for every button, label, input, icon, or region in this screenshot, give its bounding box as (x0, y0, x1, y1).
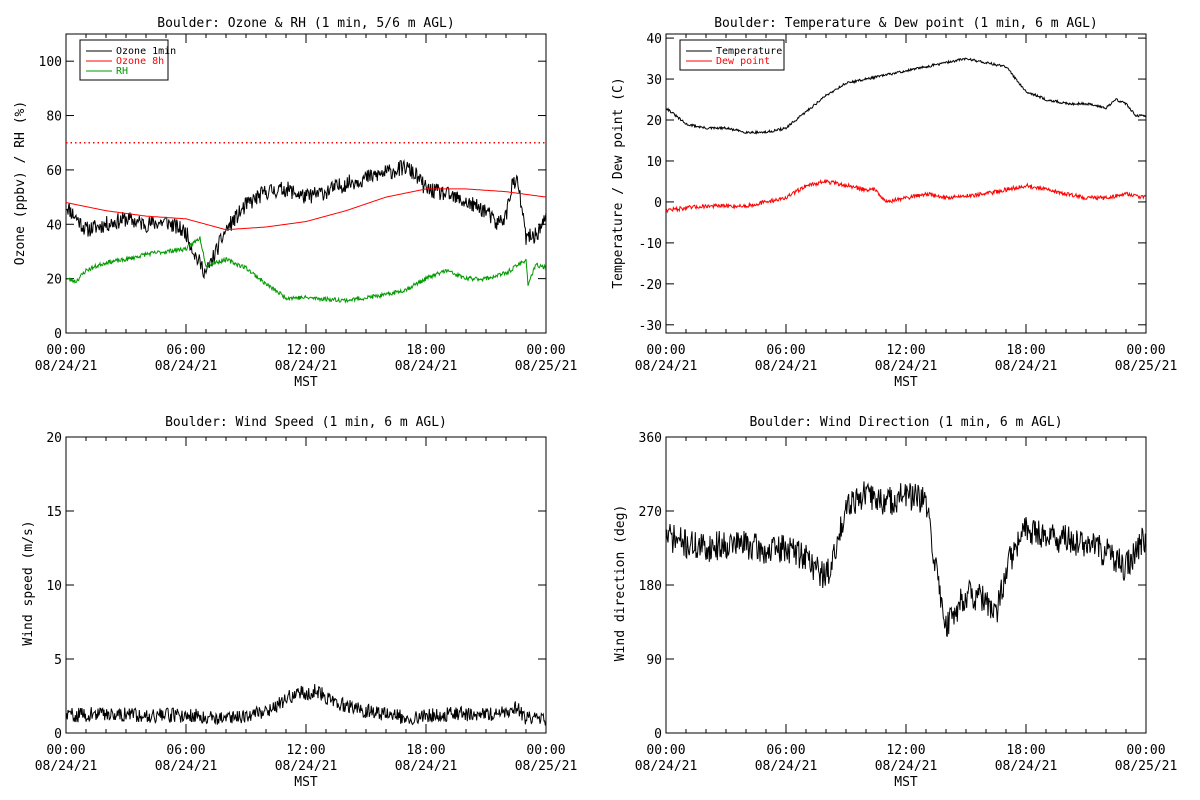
y-tick-label: 90 (646, 653, 662, 668)
legend-box (79, 39, 169, 81)
y-tick-label: -30 (639, 319, 662, 334)
x-tick-time: 00:00 (646, 743, 685, 758)
y-tick-label: 20 (46, 431, 62, 446)
x-tick-date: 08/24/21 (755, 359, 818, 374)
y-tick-label: 360 (639, 431, 662, 446)
chart-panel-wspd: Boulder: Wind Speed (1 min, 6 m AGL) Win… (21, 415, 577, 790)
y-tick-label: -20 (639, 278, 662, 293)
y-tick-label: 10 (646, 155, 662, 170)
x-tick-time: 00:00 (46, 343, 85, 358)
x-tick-date: 08/24/21 (275, 759, 338, 774)
legend-label: Dew point (716, 56, 770, 67)
x-tick-time: 12:00 (286, 743, 325, 758)
legend-label: Ozone 1min (116, 46, 176, 57)
y-tick-label: 100 (39, 55, 62, 70)
x-tick-date: 08/24/21 (35, 759, 98, 774)
legend-label: RH (116, 66, 128, 77)
x-tick-time: 12:00 (886, 743, 925, 758)
x-axis-label: MST (294, 775, 318, 790)
chart-panel-wdir: Boulder: Wind Direction (1 min, 6 m AGL)… (613, 415, 1177, 790)
x-tick-time: 18:00 (406, 343, 445, 358)
x-tick-time: 18:00 (1006, 343, 1045, 358)
x-tick-date: 08/24/21 (875, 759, 938, 774)
x-tick-date: 08/24/21 (755, 759, 818, 774)
y-tick-label: 40 (46, 218, 62, 233)
x-tick-time: 00:00 (46, 743, 85, 758)
x-tick-date: 08/24/21 (875, 359, 938, 374)
y-tick-label: 270 (639, 505, 662, 520)
y-axis-label: Wind direction (deg) (613, 505, 628, 662)
x-tick-time: 00:00 (646, 343, 685, 358)
x-tick-date: 08/24/21 (155, 759, 218, 774)
x-tick-time: 06:00 (766, 743, 805, 758)
y-tick-label: -10 (639, 237, 662, 252)
x-tick-date: 08/25/21 (1115, 359, 1178, 374)
y-tick-label: 0 (54, 727, 62, 742)
chart-title: Boulder: Wind Direction (1 min, 6 m AGL) (749, 415, 1062, 430)
series-line-temperature (666, 57, 1146, 135)
legend-box (679, 39, 785, 71)
y-tick-label: 40 (646, 32, 662, 47)
series-line (666, 481, 1146, 637)
legend: Ozone 1min Ozone 8h RH (79, 39, 176, 81)
x-tick-date: 08/24/21 (635, 759, 698, 774)
y-tick-label: 80 (46, 110, 62, 125)
x-tick-date: 08/24/21 (995, 359, 1058, 374)
chart-title: Boulder: Wind Speed (1 min, 6 m AGL) (165, 415, 447, 430)
legend: Temperature Dew point (679, 39, 785, 71)
series-line-dew-point (666, 178, 1146, 214)
chart-title: Boulder: Temperature & Dew point (1 min,… (714, 16, 1098, 31)
x-tick-time: 06:00 (166, 343, 205, 358)
y-tick-label: 20 (646, 114, 662, 129)
x-tick-time: 00:00 (526, 343, 565, 358)
x-tick-date: 08/25/21 (1115, 759, 1178, 774)
x-tick-date: 08/24/21 (275, 359, 338, 374)
series-line-rh (66, 236, 546, 304)
series-line-ozone-8h (66, 188, 546, 231)
y-tick-label: 10 (46, 579, 62, 594)
x-tick-time: 06:00 (766, 343, 805, 358)
x-tick-time: 18:00 (406, 743, 445, 758)
x-axis-label: MST (294, 375, 318, 390)
y-tick-label: 15 (46, 505, 62, 520)
x-tick-time: 18:00 (1006, 743, 1045, 758)
chart-panel-temp: Boulder: Temperature & Dew point (1 min,… (611, 16, 1177, 390)
x-tick-date: 08/24/21 (995, 759, 1058, 774)
x-tick-time: 12:00 (286, 343, 325, 358)
x-tick-date: 08/24/21 (35, 359, 98, 374)
y-axis-label: Ozone (ppbv) / RH (%) (13, 101, 28, 265)
y-tick-label: 60 (46, 164, 62, 179)
x-tick-time: 06:00 (166, 743, 205, 758)
y-axis-label: Wind speed (m/s) (21, 520, 36, 645)
x-tick-date: 08/24/21 (395, 359, 458, 374)
x-tick-time: 12:00 (886, 343, 925, 358)
x-tick-time: 00:00 (526, 743, 565, 758)
x-tick-date: 08/25/21 (515, 359, 578, 374)
legend-label: Temperature (716, 46, 782, 57)
y-tick-label: 0 (54, 327, 62, 342)
y-tick-label: 30 (646, 73, 662, 88)
y-tick-label: 0 (654, 727, 662, 742)
legend-label: Ozone 8h (116, 56, 164, 67)
y-tick-label: 5 (54, 653, 62, 668)
y-tick-label: 20 (46, 273, 62, 288)
x-tick-date: 08/24/21 (635, 359, 698, 374)
series-line-ozone-1min (66, 159, 546, 280)
x-tick-date: 08/25/21 (515, 759, 578, 774)
y-tick-label: 0 (654, 196, 662, 211)
x-tick-time: 00:00 (1126, 343, 1165, 358)
x-axis-label: MST (894, 375, 918, 390)
x-tick-date: 08/24/21 (395, 759, 458, 774)
x-axis-label: MST (894, 775, 918, 790)
y-tick-label: 180 (639, 579, 662, 594)
series-line (66, 683, 546, 726)
x-tick-time: 00:00 (1126, 743, 1165, 758)
y-axis-label: Temperature / Dew point (C) (611, 77, 626, 288)
chart-panel-ozone: Boulder: Ozone & RH (1 min, 5/6 m AGL) O… (13, 16, 577, 390)
chart-title: Boulder: Ozone & RH (1 min, 5/6 m AGL) (157, 16, 454, 31)
x-tick-date: 08/24/21 (155, 359, 218, 374)
